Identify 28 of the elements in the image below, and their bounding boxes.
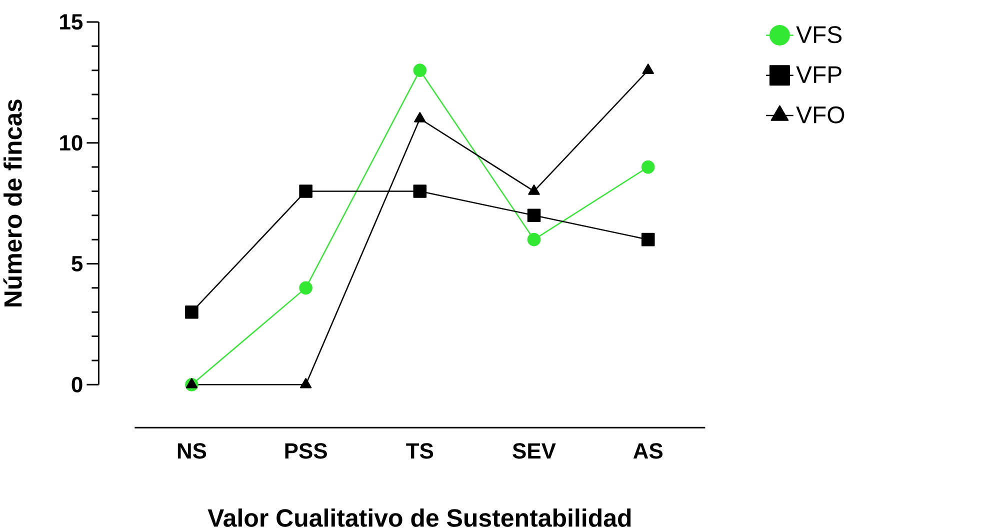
- y-tick-label: 5: [72, 256, 83, 272]
- point: [185, 305, 198, 319]
- y-axis-title: Número de fincas: [3, 99, 22, 306]
- x-tick-label: NS: [178, 443, 206, 459]
- x-axis-title: Valor Cualitativo de Sustentabilidad: [208, 508, 631, 527]
- point: [414, 112, 426, 122]
- legend-label: VFS: [796, 26, 842, 44]
- point: [641, 160, 655, 174]
- point: [527, 232, 541, 246]
- point: [527, 208, 541, 222]
- legend-label: VFO: [796, 106, 844, 124]
- x-tick-label: PSS: [285, 443, 327, 459]
- x-tick-label: AS: [633, 443, 663, 459]
- x-tick-label: TS: [406, 443, 434, 459]
- point: [300, 378, 312, 388]
- y-tick-label: 10: [60, 134, 82, 151]
- point: [186, 378, 198, 388]
- x-tick-label: SEV: [512, 443, 556, 459]
- point: [641, 232, 655, 246]
- y-tick-label: 15: [60, 14, 83, 30]
- point: [642, 64, 654, 74]
- legend-label: VFP: [796, 66, 842, 83]
- y-tick-label: 0: [72, 376, 82, 392]
- point: [299, 184, 312, 198]
- point: [413, 184, 427, 198]
- point: [528, 184, 540, 195]
- point: [413, 64, 427, 77]
- point: [299, 281, 312, 294]
